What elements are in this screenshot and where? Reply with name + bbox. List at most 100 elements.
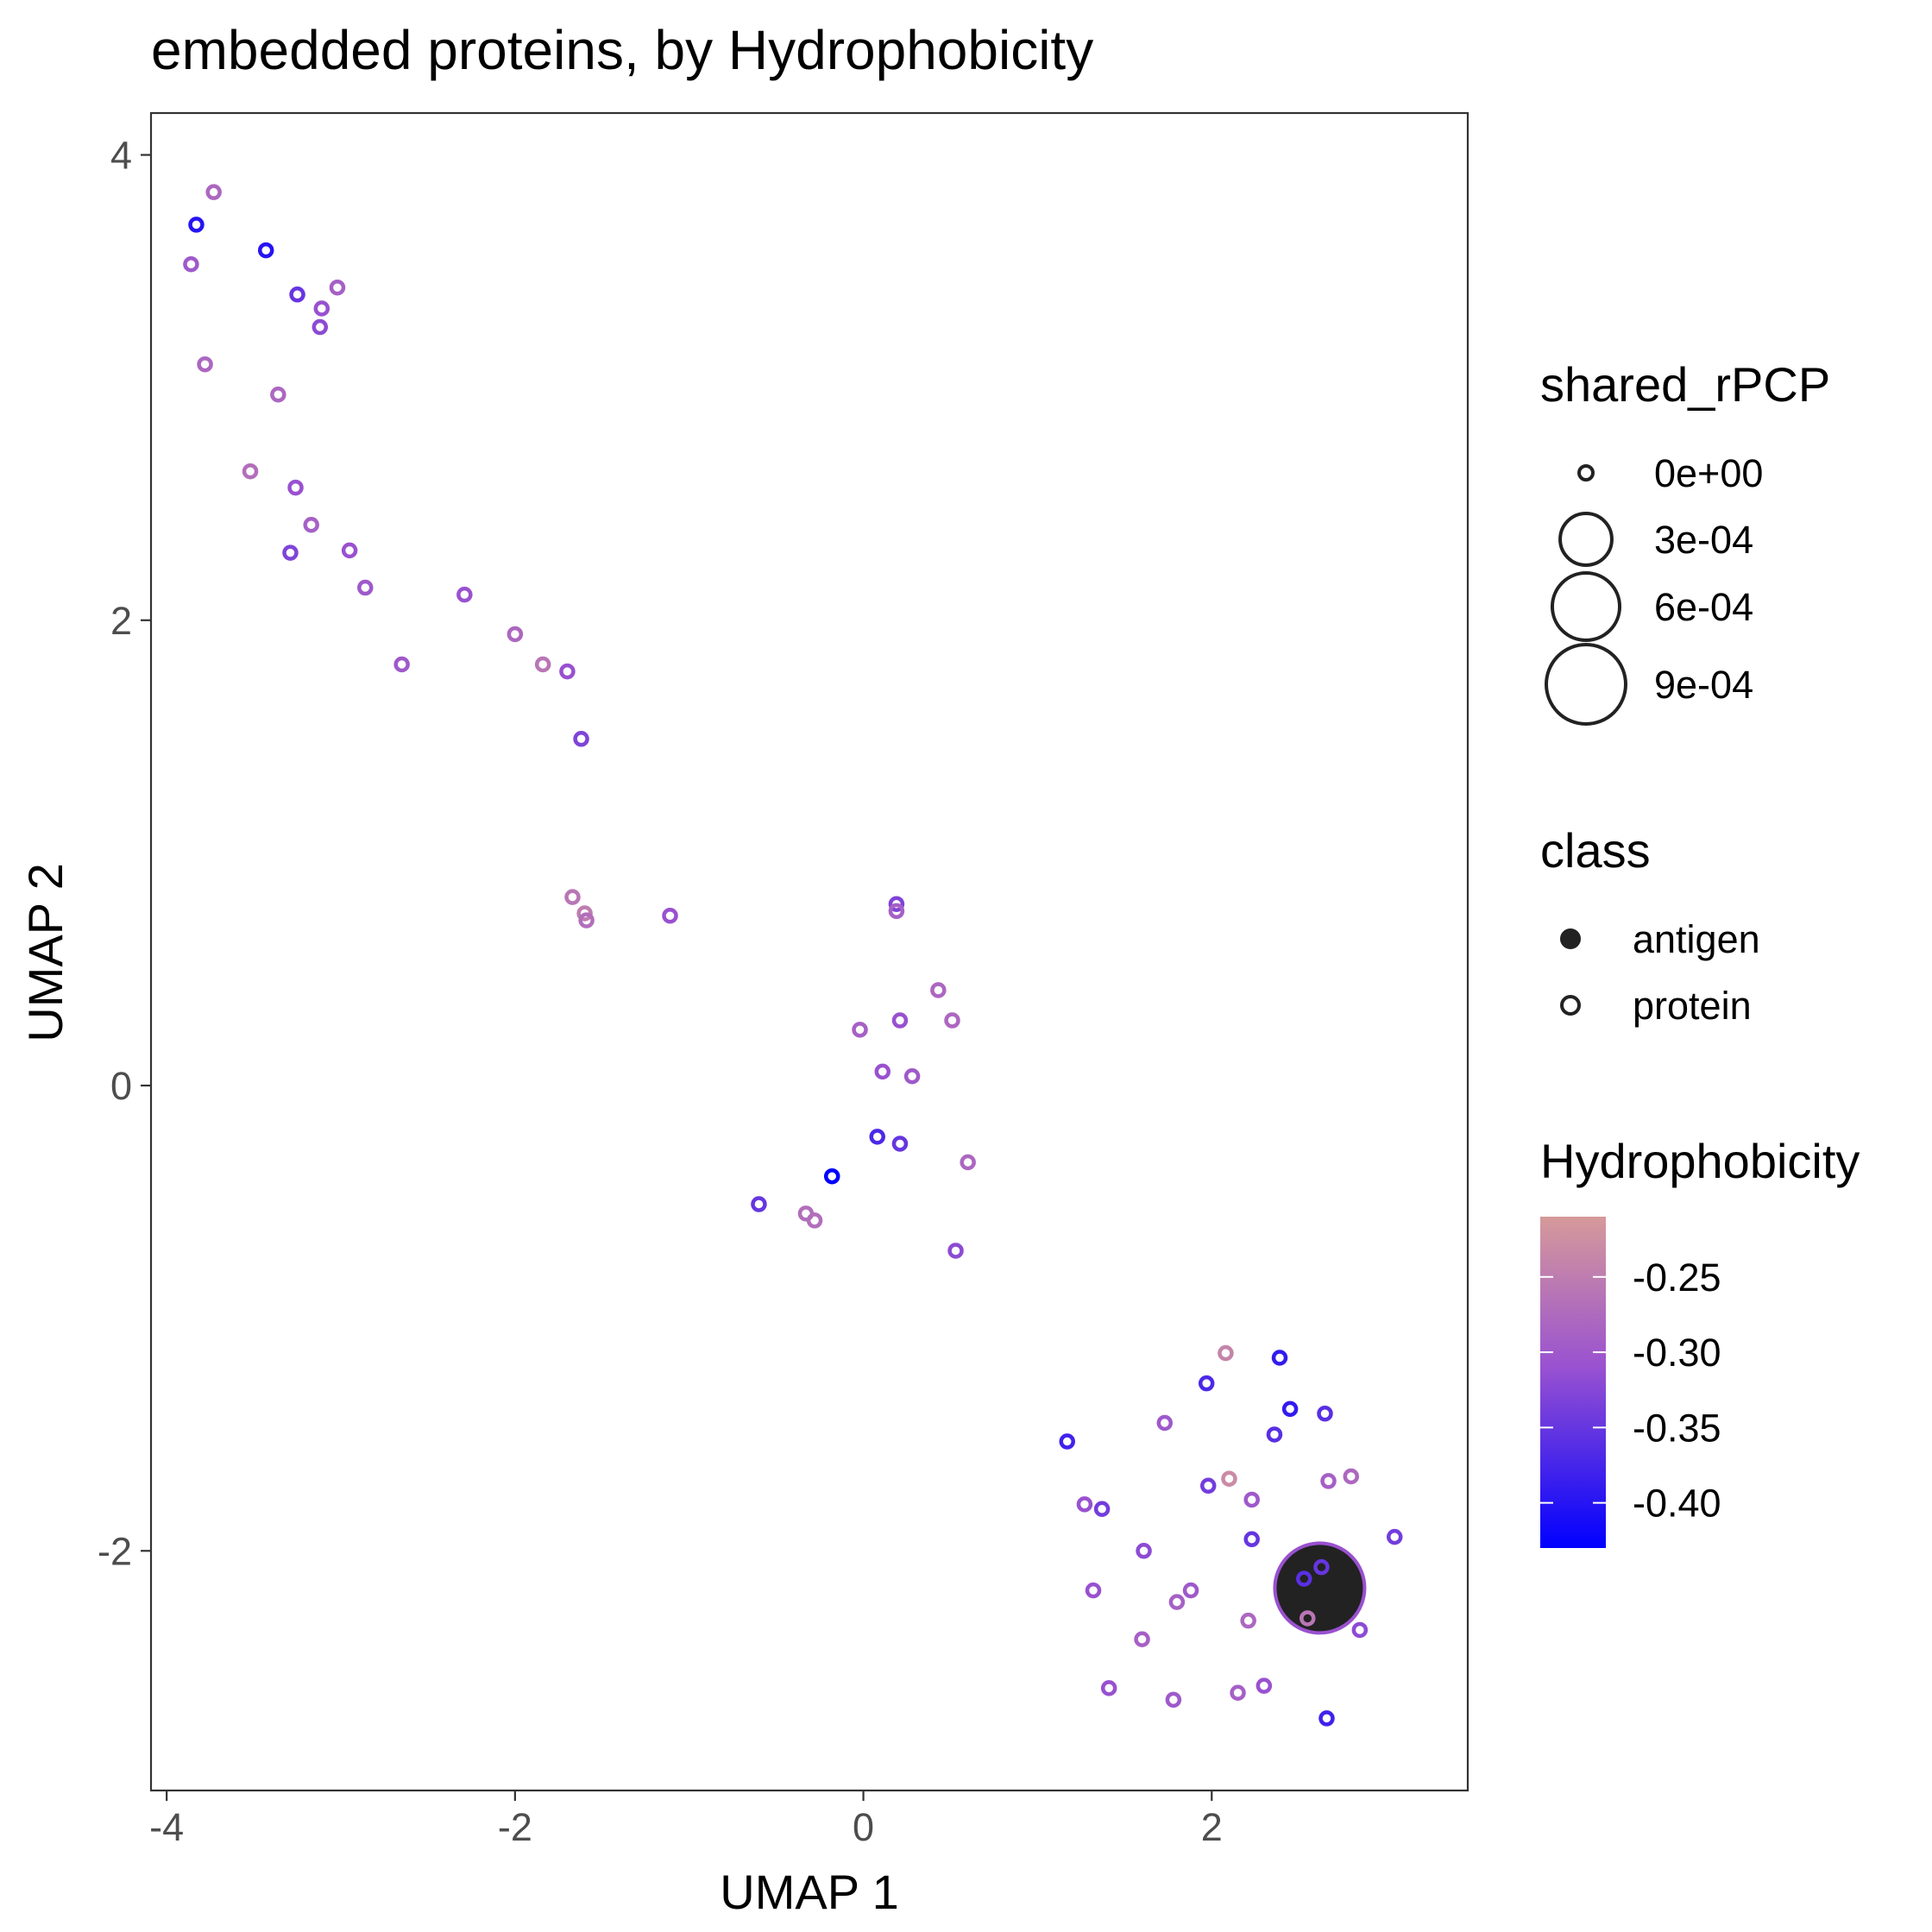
size-legend-key	[1545, 643, 1627, 726]
protein-point	[1198, 1375, 1215, 1392]
x-tick-label: 0	[853, 1805, 874, 1849]
protein-point	[507, 626, 524, 643]
protein-point	[534, 656, 551, 673]
protein-point	[270, 386, 286, 403]
size-legend: shared_rPCP 0e+00 3e-04 6e-04 9e-04	[1540, 357, 1830, 726]
protein-point	[329, 279, 346, 296]
y-tick-label: 4	[110, 134, 132, 178]
protein-point	[960, 1154, 976, 1171]
size-legend-title: shared_rPCP	[1540, 357, 1830, 412]
protein-point	[1100, 1680, 1117, 1696]
protein-point	[1199, 1477, 1217, 1495]
protein-point	[1271, 1350, 1288, 1366]
protein-point	[576, 905, 593, 922]
x-tick-label: -4	[149, 1805, 184, 1849]
colorbar-label: -0.25	[1633, 1255, 1721, 1300]
protein-point	[341, 542, 358, 559]
color-legend-title: Hydrophobicity	[1540, 1134, 1860, 1188]
protein-point	[806, 1212, 823, 1229]
protein-point	[1156, 1414, 1174, 1432]
class-legend-title: class	[1540, 823, 1651, 878]
y-axis-title: UMAP 2	[18, 863, 72, 1042]
protein-point	[930, 982, 947, 998]
class-legend: class antigen protein	[1540, 823, 1760, 1028]
protein-point	[869, 1129, 885, 1145]
protein-point	[1240, 1612, 1256, 1629]
protein-point	[1317, 1405, 1333, 1422]
protein-point	[903, 1067, 921, 1085]
protein-point	[1243, 1531, 1260, 1548]
protein-point	[1182, 1582, 1199, 1599]
y-tick-label: -2	[98, 1529, 132, 1573]
protein-point	[751, 1196, 767, 1212]
class-legend-protein-key	[1560, 995, 1581, 1016]
protein-point	[188, 217, 205, 233]
protein-point	[1296, 1570, 1312, 1587]
x-tick-label: 2	[1201, 1805, 1223, 1849]
protein-point	[888, 903, 905, 920]
protein-point	[559, 663, 576, 680]
protein-point	[578, 912, 595, 928]
protein-point	[564, 889, 581, 905]
protein-point	[947, 1243, 964, 1259]
colorbar-label: -0.40	[1633, 1482, 1721, 1526]
class-legend-antigen-key	[1560, 928, 1581, 949]
protein-point	[312, 318, 329, 336]
protein-point	[1266, 1426, 1283, 1443]
protein-point	[573, 731, 589, 747]
protein-point	[1243, 1491, 1260, 1508]
protein-point	[197, 356, 213, 373]
y-tick-label: 0	[110, 1064, 132, 1108]
protein-point	[357, 579, 374, 596]
protein-point	[1318, 1710, 1335, 1727]
protein-point	[1320, 1473, 1337, 1489]
protein-point	[852, 1022, 868, 1038]
protein-point	[874, 1063, 891, 1080]
plot-panel	[149, 111, 1469, 1792]
protein-point	[303, 516, 319, 533]
size-legend-label: 3e-04	[1654, 518, 1753, 562]
protein-point	[888, 896, 905, 912]
size-legend-label: 9e-04	[1654, 663, 1753, 707]
protein-point	[1085, 1582, 1102, 1599]
protein-point	[1281, 1400, 1299, 1418]
protein-point	[1165, 1691, 1182, 1709]
protein-point	[257, 242, 274, 259]
protein-point	[662, 907, 678, 924]
protein-point	[393, 656, 410, 673]
class-legend-label: antigen	[1633, 917, 1760, 961]
protein-point	[1300, 1610, 1316, 1627]
protein-point	[1168, 1594, 1186, 1610]
size-legend-key	[1550, 570, 1622, 643]
protein-point	[1343, 1468, 1360, 1485]
antigen-point	[1273, 1541, 1367, 1635]
protein-point	[205, 184, 222, 200]
protein-point	[183, 256, 199, 273]
y-tick-label: 2	[110, 599, 132, 643]
x-tick-label: -2	[498, 1805, 532, 1849]
protein-point	[1230, 1684, 1246, 1702]
chart-title: embedded proteins, by Hydrophobicity	[151, 19, 1093, 81]
size-legend-label: 6e-04	[1654, 585, 1753, 629]
protein-point	[1136, 1543, 1152, 1559]
protein-point	[1076, 1496, 1093, 1513]
protein-point	[282, 544, 299, 561]
protein-point	[289, 286, 305, 303]
protein-point	[1386, 1528, 1403, 1545]
protein-point	[891, 1012, 909, 1029]
size-legend-key	[1577, 464, 1595, 481]
points-layer	[183, 184, 1403, 1727]
protein-point	[1351, 1621, 1369, 1639]
colorbar-label: -0.35	[1633, 1406, 1721, 1450]
protein-point	[823, 1167, 840, 1185]
protein-point	[456, 586, 473, 603]
protein-point	[944, 1012, 960, 1029]
x-axis-title: UMAP 1	[720, 1865, 898, 1919]
protein-point	[1255, 1677, 1273, 1694]
protein-point	[1134, 1631, 1150, 1647]
protein-point	[1218, 1344, 1234, 1362]
protein-point	[313, 300, 330, 317]
y-axis: -2 0 2 4	[98, 134, 151, 1573]
protein-point	[242, 463, 259, 480]
